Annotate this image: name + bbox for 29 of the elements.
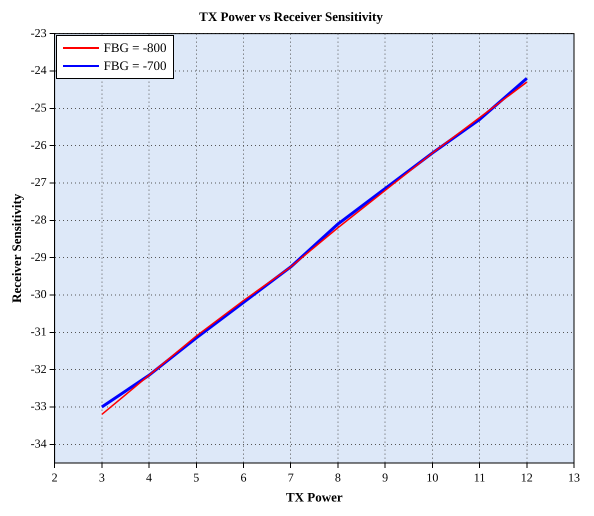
y-tick-label: -30 [30,287,47,302]
legend-label: FBG = -700 [104,56,167,75]
x-tick-label: 2 [52,470,58,484]
x-tick-label: 7 [288,470,294,484]
x-tick-label: 9 [382,470,388,484]
x-tick-label: 4 [146,470,152,484]
y-tick-label: -31 [30,324,47,338]
y-tick-label: -32 [30,362,47,376]
y-tick-label: -27 [30,175,47,190]
x-tick-label: 8 [334,470,341,484]
y-tick-label: -29 [30,250,47,264]
y-tick-label: -25 [30,100,47,114]
y-tick-label: -33 [30,399,47,414]
x-tick-label: 10 [426,470,438,484]
chart-title: TX Power vs Receiver Sensitivity [199,9,384,24]
x-tick-label: 5 [193,470,200,484]
x-tick-label: 12 [520,470,533,484]
y-axis-title: Receiver Sensitivity [9,193,24,303]
y-tick-label: -23 [30,26,47,40]
legend-label: FBG = -800 [104,38,167,57]
x-tick-label: 11 [474,470,486,484]
y-tick-label: -28 [30,212,47,226]
y-tick-label: -34 [30,436,47,450]
x-tick-label: 3 [98,470,105,484]
x-tick-label: 13 [568,470,580,484]
y-tick-label: -24 [30,63,47,78]
x-tick-label: 6 [240,470,246,484]
x-axis-title: TX Power [286,490,343,505]
y-tick-label: -26 [30,138,47,152]
